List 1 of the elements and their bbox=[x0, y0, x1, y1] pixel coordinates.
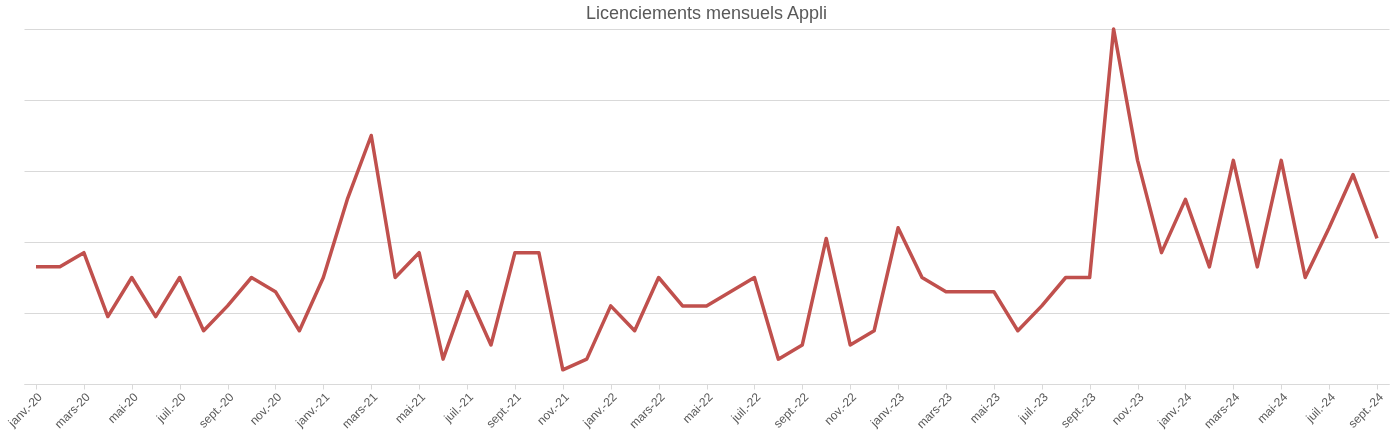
chart-title: Licenciements mensuels Appli bbox=[585, 3, 828, 24]
